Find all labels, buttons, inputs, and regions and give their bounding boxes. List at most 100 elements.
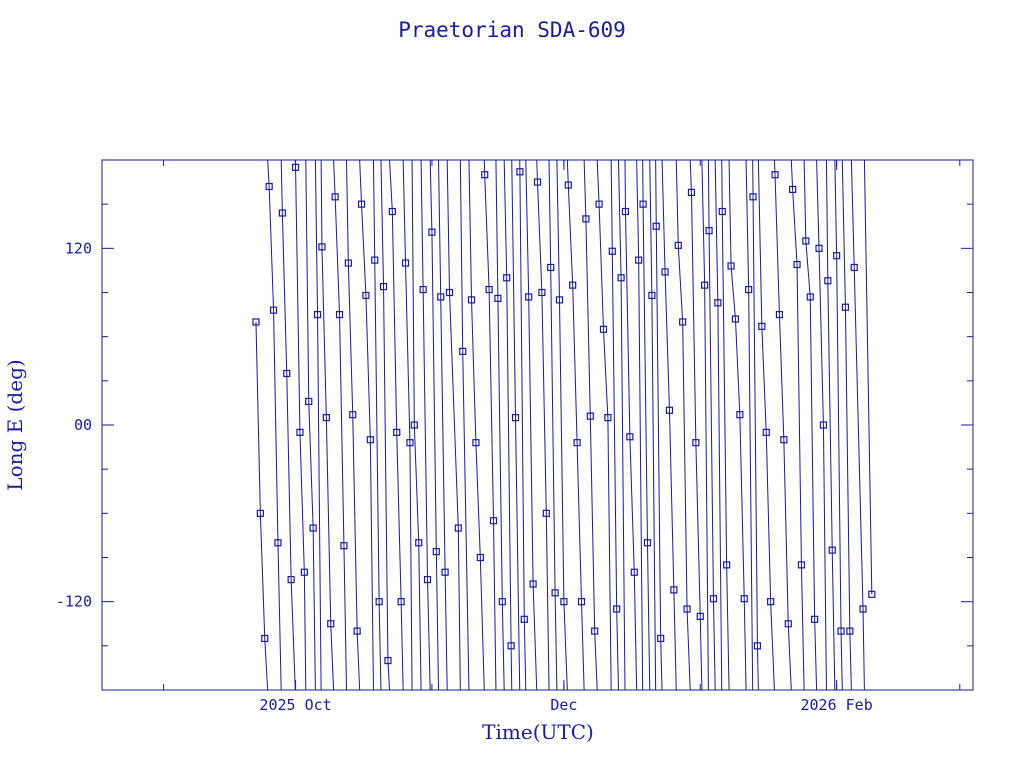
data-point [481, 171, 489, 179]
series-segment [814, 619, 818, 690]
series-segment [427, 579, 431, 690]
data-point [604, 414, 612, 422]
data-point [419, 285, 427, 294]
data-point [305, 397, 313, 406]
data-point [340, 542, 348, 550]
data-point [736, 411, 744, 419]
series-segment [356, 631, 361, 690]
data-point [371, 256, 379, 264]
series-segment [280, 160, 283, 214]
data-point [454, 524, 462, 532]
series-segment [308, 401, 314, 529]
series-segment [273, 310, 279, 543]
series-segment [290, 579, 296, 690]
data-point [648, 291, 656, 300]
data-point [432, 548, 440, 556]
data-point [709, 595, 718, 603]
data-point [357, 200, 366, 208]
data-point [327, 620, 335, 628]
series-segment [330, 623, 335, 690]
series-segment [431, 232, 437, 552]
x-tick-label: Dec [550, 696, 577, 714]
data-point [723, 561, 731, 569]
series-segment [728, 160, 732, 267]
series-segment [475, 442, 481, 558]
series-segment [655, 160, 657, 227]
data-point [507, 642, 515, 650]
series-segment [816, 160, 820, 249]
series-segment [405, 263, 411, 443]
data-point [366, 436, 374, 444]
series-segment [695, 442, 701, 617]
series-segment [383, 286, 389, 661]
data-point [542, 509, 550, 517]
series-segment [689, 160, 692, 193]
series-segment [495, 160, 499, 299]
data-point [665, 406, 674, 414]
data-point [767, 598, 775, 606]
series-segment [699, 616, 703, 690]
series-segment [468, 160, 473, 300]
series-segment [556, 160, 560, 300]
data-point [503, 274, 511, 282]
data-point [793, 260, 801, 269]
data-point [472, 439, 480, 447]
series-segment [303, 572, 307, 690]
data-point [551, 589, 559, 597]
series-segment [567, 185, 574, 286]
data-point [850, 263, 858, 272]
series-segment [550, 267, 556, 593]
series-segment [312, 528, 316, 690]
data-point [397, 598, 405, 606]
data-point [652, 222, 660, 230]
data-point [780, 436, 788, 444]
series-segment [523, 619, 527, 690]
series-segment [510, 645, 513, 690]
data-point [533, 178, 542, 186]
series-segment [677, 245, 684, 322]
data-point [261, 634, 269, 643]
series-segment [519, 171, 525, 620]
series-segment [536, 160, 538, 183]
series-segment [554, 592, 558, 690]
chart-title: Praetorian SDA-609 [398, 18, 626, 42]
series-segment [435, 551, 440, 690]
series-segment [572, 285, 578, 443]
series-segment [651, 295, 657, 690]
series-segment [752, 196, 758, 646]
series-segment [809, 296, 816, 620]
data-point [269, 306, 278, 314]
y-ticks: 120 00 -120 [56, 203, 973, 647]
series-segment [339, 314, 345, 546]
series-segment [503, 160, 508, 278]
data-point [617, 274, 625, 282]
series-segment [305, 160, 310, 402]
series-segment [380, 160, 385, 287]
series-segment [501, 601, 505, 690]
series-segment [566, 160, 569, 186]
series-segment [850, 160, 855, 268]
data-point [586, 412, 594, 420]
series-segment [497, 298, 503, 602]
series-segment [668, 410, 675, 590]
series-segment [444, 572, 448, 690]
data-point [459, 347, 467, 355]
data-point [384, 656, 392, 665]
series-segment [664, 271, 670, 411]
data-point [498, 598, 506, 606]
series-segment [761, 326, 767, 433]
series-segment [493, 520, 497, 690]
data-point [393, 428, 401, 436]
series-segment [333, 160, 336, 197]
data-point [423, 575, 432, 584]
series-segment [387, 660, 391, 690]
data-point [679, 318, 687, 326]
series-segment [378, 601, 382, 690]
series-segment [449, 292, 459, 529]
series-segment [778, 314, 785, 440]
data-point [379, 283, 388, 291]
data-point [824, 277, 832, 285]
series-segment [748, 289, 754, 690]
data-point [349, 411, 357, 419]
data-point [560, 598, 568, 606]
